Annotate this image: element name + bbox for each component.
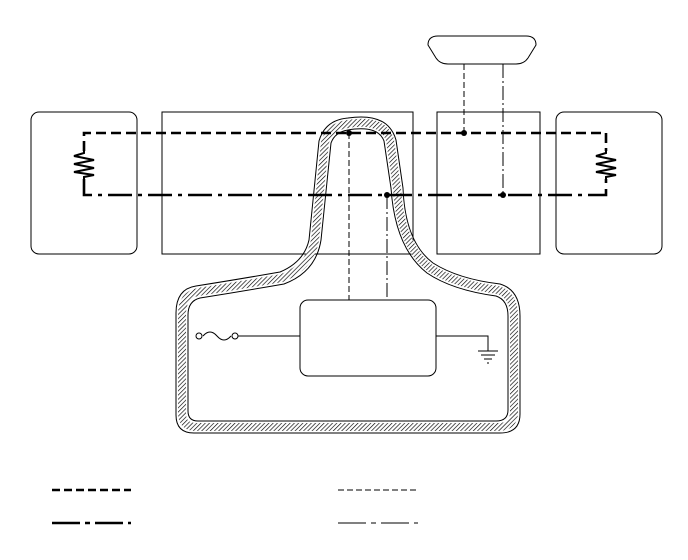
- right-connector-panel: [436, 111, 541, 255]
- control-unit: [299, 299, 437, 377]
- circuit-a-thick-dashed: [82, 131, 608, 151]
- top-sensor-housing: [427, 35, 537, 65]
- ground-icon: [436, 335, 498, 364]
- junction-dot: [384, 192, 390, 198]
- legend: [52, 488, 418, 525]
- center-junction-panel: [161, 111, 414, 255]
- circuit-b-thick-dash-dot: [82, 179, 608, 197]
- right-resistor: [595, 151, 617, 179]
- left-resistor: [73, 151, 95, 179]
- right-terminal-module: [555, 111, 663, 255]
- junction-dot: [346, 130, 352, 136]
- ac-source-icon: [195, 331, 300, 341]
- shielded-harness: [175, 116, 521, 434]
- junction-dot: [461, 130, 467, 136]
- junction-dot: [500, 192, 506, 198]
